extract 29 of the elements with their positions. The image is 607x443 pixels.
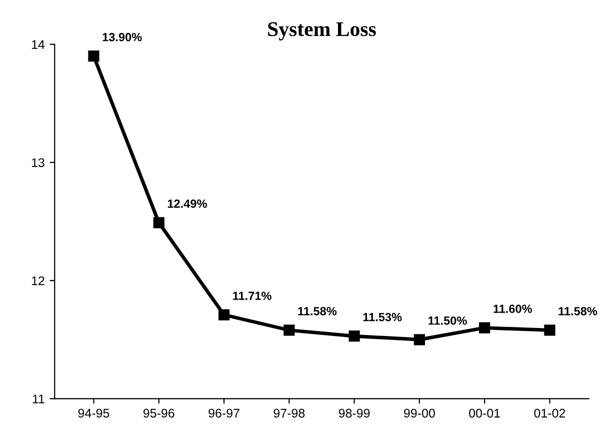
data-label: 11.50% (428, 316, 467, 325)
point (544, 324, 556, 336)
x-tick-label: 95-96 (143, 408, 174, 418)
point (284, 324, 295, 336)
point (348, 330, 360, 342)
y-tick-label: 13 (32, 158, 44, 168)
x-tick-label: 01-02 (534, 408, 566, 418)
x-tick-label: 98-99 (338, 408, 370, 418)
data-label: 11.53% (363, 312, 402, 322)
point (414, 334, 425, 346)
chart-title: System Loss (268, 22, 376, 40)
point (153, 217, 164, 228)
x-tick-label: 99-00 (404, 408, 435, 418)
data-label: 11.71% (233, 292, 272, 300)
point (218, 309, 230, 320)
y-tick-label: 14 (32, 40, 45, 49)
x-tick-label: 00-01 (469, 408, 500, 418)
x-tick-label: 96-97 (208, 408, 240, 418)
point (88, 50, 100, 62)
data-label: 12.49% (168, 199, 207, 208)
data-label: 11.58% (558, 306, 598, 316)
x-tick-label: 94-95 (78, 408, 110, 418)
y-tick-label: 12 (32, 276, 44, 286)
data-label: 11.58% (298, 306, 337, 316)
x-tick-label: 97-98 (274, 408, 305, 418)
data-label: 13.90% (102, 32, 142, 42)
y-tick-label: 11 (32, 394, 44, 404)
point (479, 322, 490, 334)
data-label: 11.60% (494, 304, 532, 313)
